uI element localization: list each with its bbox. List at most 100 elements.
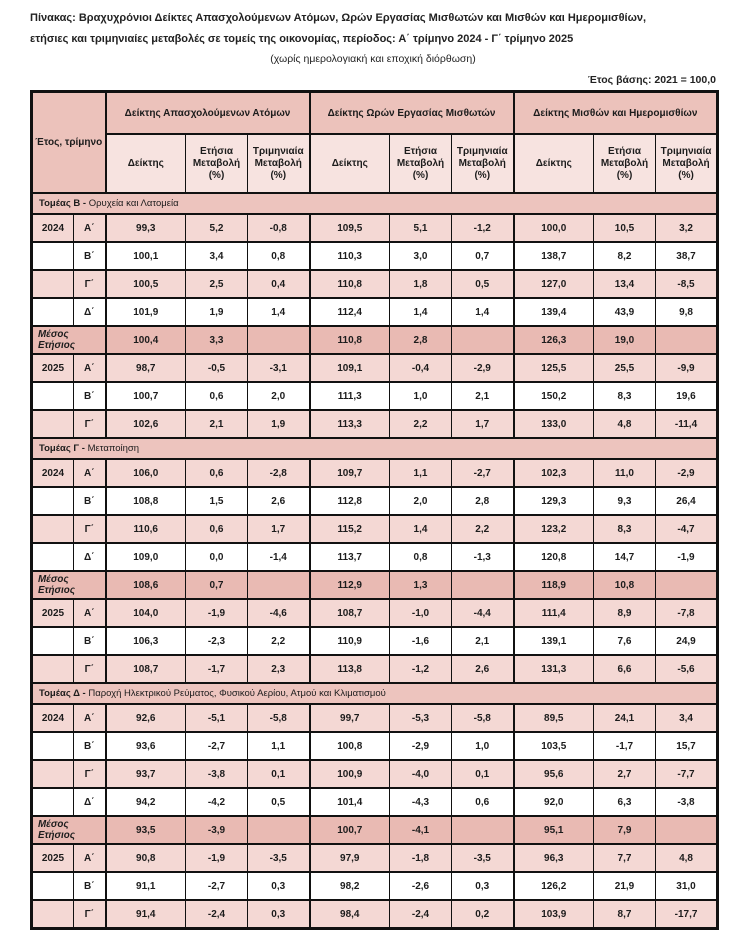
annual-average-row: Μέσος Ετήσιος 100,4 3,3 110,8 2,8 126,3 19,0 — [31, 325, 719, 355]
quarter-cell: Β΄ — [73, 486, 106, 516]
quarter-cell: Β΄ — [73, 731, 106, 761]
quarter-cell: Α΄ — [73, 703, 106, 733]
quarter-data-row: Γ΄ 110,6 0,6 1,7 115,2 1,4 2,2 123,2 8,3 -4,7 — [31, 514, 719, 544]
value-cell: -2,4 — [389, 899, 452, 930]
value-cell: 2,8 — [389, 325, 452, 355]
value-cell: -0,8 — [247, 213, 310, 243]
sub-header-cell: Ετήσια Μεταβολή (%) — [185, 133, 248, 194]
value-cell: 92,6 — [104, 703, 186, 733]
quarter-cell: Β΄ — [73, 241, 106, 271]
value-cell: -1,4 — [247, 542, 310, 572]
value-cell: 8,9 — [593, 598, 656, 628]
title-line-1: Πίνακας: Βραχυχρόνιοι Δείκτες Απασχολούμ… — [30, 12, 647, 24]
value-cell: 19,6 — [654, 381, 719, 411]
value-cell: 2,1 — [451, 381, 514, 411]
value-cell — [654, 815, 719, 845]
value-cell: -3,8 — [185, 759, 248, 789]
value-cell: 129,3 — [512, 486, 594, 516]
year-cell: 2025 — [31, 353, 74, 383]
value-cell: 2,5 — [185, 269, 248, 299]
quarter-data-row: 2025 Α΄ 98,7 -0,5 -3,1 109,1 -0,4 -2,9 125,5 25,5… — [31, 353, 719, 383]
year-cell — [31, 787, 74, 817]
value-cell: -11,4 — [654, 409, 719, 439]
value-cell: 113,8 — [308, 654, 390, 684]
value-cell: 24,1 — [593, 703, 656, 733]
year-cell — [31, 759, 74, 789]
sub-header-cell: Δείκτης — [104, 133, 186, 194]
value-cell: 3,2 — [654, 213, 719, 243]
quarter-data-row: Β΄ 100,7 0,6 2,0 111,3 1,0 2,1 150,2 8,3 19,6 — [31, 381, 719, 411]
value-cell — [451, 570, 514, 600]
value-cell: -1,7 — [593, 731, 656, 761]
annual-average-label: Μέσος Ετήσιος — [31, 815, 106, 845]
value-cell: 108,7 — [308, 598, 390, 628]
value-cell: 100,1 — [104, 241, 186, 271]
value-cell: -9,9 — [654, 353, 719, 383]
value-cell: 0,6 — [185, 514, 248, 544]
sub-header-cell: Τριμηνιαία Μεταβολή (%) — [247, 133, 310, 194]
value-cell: 0,3 — [247, 871, 310, 901]
value-cell — [247, 325, 310, 355]
section-header-row: Τομέας Β - Ορυχεία και Λατομεία — [30, 192, 719, 215]
value-cell: 139,4 — [512, 297, 594, 327]
value-cell: 126,3 — [512, 325, 594, 355]
quarter-data-row: 2024 Α΄ 92,6 -5,1 -5,8 99,7 -5,3 -5,8 89,5 24,1 3,… — [31, 703, 719, 733]
value-cell: 98,2 — [308, 871, 390, 901]
quarter-cell: Α΄ — [73, 458, 106, 488]
value-cell: 126,2 — [512, 871, 594, 901]
section-header-cell: Τομέας Β - Ορυχεία και Λατομεία — [30, 192, 719, 215]
value-cell: -3,1 — [247, 353, 310, 383]
value-cell: -1,9 — [185, 843, 248, 873]
section-code-label: Τομέας Γ - — [39, 443, 88, 454]
year-cell — [31, 297, 74, 327]
value-cell: 109,1 — [308, 353, 390, 383]
quarter-data-row: Γ΄ 91,4 -2,4 0,3 98,4 -2,4 0,2 103,9 8,7 -17,7 — [31, 899, 719, 930]
value-cell: -1,2 — [389, 654, 452, 684]
index-group-header: Δείκτης Απασχολούμενων Ατόμων — [104, 90, 310, 135]
sub-header-cell: Ετήσια Μεταβολή (%) — [389, 133, 452, 194]
value-cell: -5,8 — [247, 703, 310, 733]
value-cell: 0,5 — [247, 787, 310, 817]
quarter-data-row: 2025 Α΄ 104,0 -1,9 -4,6 108,7 -1,0 -4,4 111,4 8,9… — [31, 598, 719, 628]
value-cell: 125,5 — [512, 353, 594, 383]
value-cell: 1,7 — [451, 409, 514, 439]
value-cell: 100,8 — [308, 731, 390, 761]
value-cell: 93,7 — [104, 759, 186, 789]
value-cell: 1,4 — [389, 514, 452, 544]
quarter-data-row: Γ΄ 108,7 -1,7 2,3 113,8 -1,2 2,6 131,3 6,6 -5,6 — [31, 654, 719, 684]
quarter-cell: Γ΄ — [73, 654, 106, 684]
value-cell: 98,4 — [308, 899, 390, 930]
quarter-data-row: 2025 Α΄ 90,8 -1,9 -3,5 97,9 -1,8 -3,5 96,3 7,7 4,8 — [31, 843, 719, 873]
value-cell: 108,8 — [104, 486, 186, 516]
year-cell — [31, 654, 74, 684]
value-cell: 6,3 — [593, 787, 656, 817]
value-cell: 2,0 — [247, 381, 310, 411]
quarter-data-row: Γ΄ 93,7 -3,8 0,1 100,9 -4,0 0,1 95,6 2,7 -7,7 — [31, 759, 719, 789]
value-cell: 6,6 — [593, 654, 656, 684]
value-cell: 2,0 — [389, 486, 452, 516]
value-cell — [451, 325, 514, 355]
value-cell: -4,1 — [389, 815, 452, 845]
quarter-cell: Α΄ — [73, 353, 106, 383]
value-cell: 8,7 — [593, 899, 656, 930]
section-code-label: Τομέας Β - — [39, 198, 89, 209]
value-cell: 0,4 — [247, 269, 310, 299]
sub-header-cell: Τριμηνιαία Μεταβολή (%) — [451, 133, 514, 194]
value-cell: 8,2 — [593, 241, 656, 271]
value-cell — [654, 325, 719, 355]
year-cell — [31, 626, 74, 656]
value-cell: 38,7 — [654, 241, 719, 271]
value-cell: 98,7 — [104, 353, 186, 383]
value-cell: 0,6 — [185, 381, 248, 411]
value-cell: -2,4 — [185, 899, 248, 930]
value-cell: 97,9 — [308, 843, 390, 873]
value-cell: 109,7 — [308, 458, 390, 488]
value-cell: 91,4 — [104, 899, 186, 930]
value-cell: 100,4 — [104, 325, 186, 355]
quarter-cell: Γ΄ — [73, 409, 106, 439]
value-cell: 109,0 — [104, 542, 186, 572]
value-cell: -2,9 — [654, 458, 719, 488]
value-cell: -2,3 — [185, 626, 248, 656]
value-cell: 94,2 — [104, 787, 186, 817]
year-cell — [31, 241, 74, 271]
